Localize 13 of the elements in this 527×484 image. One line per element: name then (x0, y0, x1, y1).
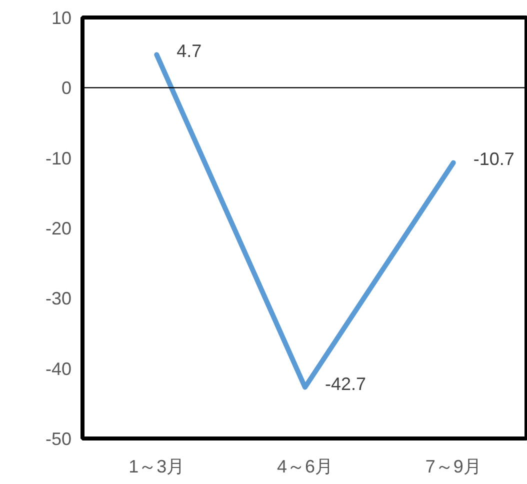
y-tick-label: -10 (45, 148, 72, 168)
y-tick-label: -20 (45, 218, 72, 238)
data-label: -10.7 (473, 149, 514, 170)
x-tick-label: 7～9月 (425, 456, 482, 476)
y-tick-label: -50 (45, 429, 72, 449)
y-tick-label: 10 (51, 8, 72, 28)
y-tick-label: 0 (61, 78, 72, 98)
x-tick-label: 1～3月 (128, 456, 185, 476)
data-label: 4.7 (176, 41, 202, 62)
data-label: -42.7 (325, 374, 366, 394)
y-tick-label: -30 (45, 288, 72, 309)
y-tick-label: -40 (45, 358, 72, 379)
x-tick-label: 4～6月 (276, 456, 334, 476)
